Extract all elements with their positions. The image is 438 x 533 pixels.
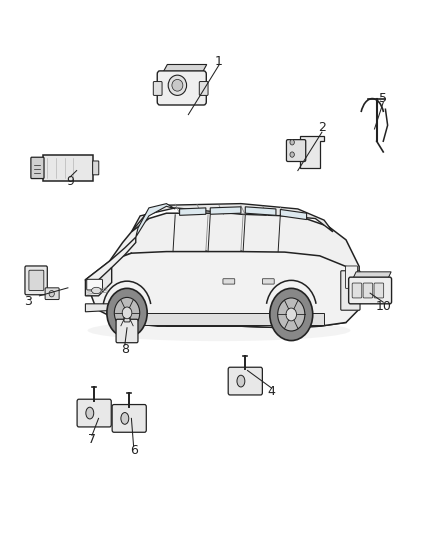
Polygon shape [162,64,207,74]
FancyBboxPatch shape [31,157,44,179]
Ellipse shape [92,287,101,294]
Polygon shape [85,252,359,328]
FancyBboxPatch shape [153,82,162,95]
Ellipse shape [114,297,140,328]
Ellipse shape [88,320,350,341]
FancyBboxPatch shape [129,313,324,325]
Ellipse shape [121,413,129,424]
Ellipse shape [107,288,147,337]
Ellipse shape [290,140,294,145]
Polygon shape [85,237,136,284]
FancyBboxPatch shape [42,155,93,181]
Ellipse shape [122,307,132,319]
FancyBboxPatch shape [199,82,208,95]
Text: 4: 4 [268,385,276,398]
Text: 9: 9 [66,175,74,188]
Polygon shape [110,213,359,328]
FancyBboxPatch shape [116,319,138,343]
FancyBboxPatch shape [25,266,47,295]
Text: 2: 2 [318,122,326,134]
FancyBboxPatch shape [363,283,373,298]
FancyBboxPatch shape [112,405,146,432]
FancyBboxPatch shape [374,283,384,298]
Polygon shape [245,207,276,215]
Polygon shape [131,204,333,232]
Text: 7: 7 [88,433,96,446]
Text: 8: 8 [121,343,129,356]
FancyBboxPatch shape [262,279,274,284]
FancyBboxPatch shape [87,279,102,290]
Ellipse shape [49,290,54,297]
Ellipse shape [278,298,305,331]
Ellipse shape [172,79,183,91]
Polygon shape [85,304,116,312]
FancyBboxPatch shape [77,399,111,427]
FancyBboxPatch shape [157,71,206,105]
Text: 1: 1 [215,55,223,68]
Polygon shape [300,136,324,168]
FancyBboxPatch shape [286,140,306,161]
Ellipse shape [168,75,187,95]
FancyBboxPatch shape [223,279,235,284]
FancyBboxPatch shape [93,161,99,175]
Text: 6: 6 [130,444,138,457]
Polygon shape [353,272,391,279]
Ellipse shape [237,375,245,387]
FancyBboxPatch shape [352,283,362,298]
Ellipse shape [290,152,294,157]
Polygon shape [180,208,206,215]
Text: 5: 5 [379,92,387,105]
FancyBboxPatch shape [228,367,262,395]
Ellipse shape [270,288,313,341]
Polygon shape [210,207,241,214]
FancyBboxPatch shape [45,288,59,300]
Text: 3: 3 [25,295,32,308]
FancyBboxPatch shape [346,266,357,288]
Polygon shape [136,204,175,237]
Polygon shape [280,209,307,220]
Ellipse shape [286,308,297,321]
FancyBboxPatch shape [341,271,360,310]
Text: 10: 10 [375,300,391,313]
FancyBboxPatch shape [29,270,44,290]
FancyBboxPatch shape [124,308,130,322]
Ellipse shape [86,407,94,419]
Polygon shape [85,268,112,296]
FancyBboxPatch shape [349,277,392,304]
